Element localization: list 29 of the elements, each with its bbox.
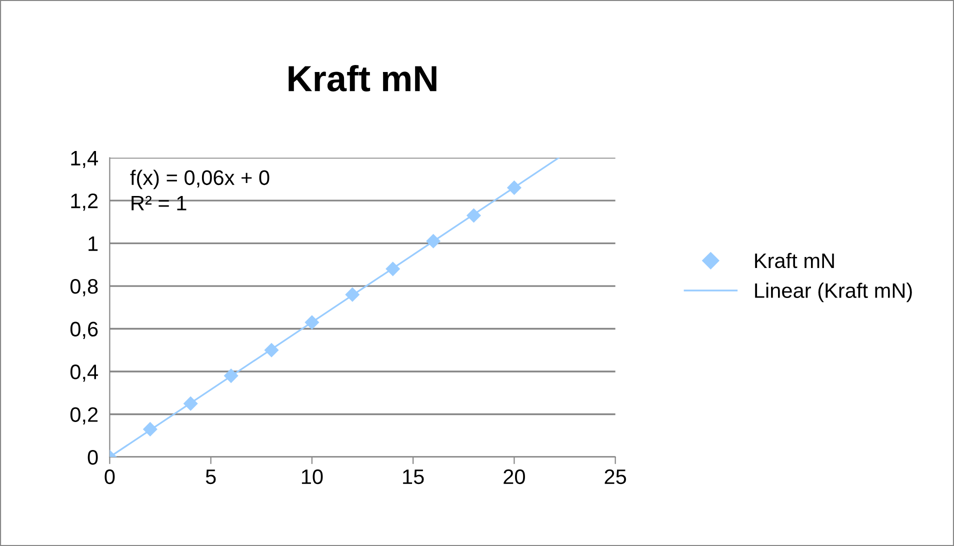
point [426, 234, 441, 248]
x-tick-label: 15 [403, 470, 424, 484]
y-tick-label: 0,4 [70, 364, 98, 382]
point [345, 287, 360, 302]
annotation: R² = 1 [132, 196, 186, 210]
point [183, 396, 198, 411]
y-tick-label: 1,4 [71, 151, 98, 168]
point [264, 342, 279, 358]
annotation: f(x) = 0,06x + 0 [130, 170, 270, 190]
y-tick-label: 0 [88, 450, 98, 465]
y-tick-label: 0,6 [70, 322, 98, 339]
point [466, 208, 482, 223]
point [304, 315, 320, 330]
legend-label: Linear (Kraft mN) [755, 282, 912, 302]
x-tick-label: 0 [104, 469, 115, 484]
x-tick-label: 25 [604, 469, 626, 484]
chart-title: Kraft mN [288, 64, 436, 92]
x-tick-label: 10 [302, 469, 323, 484]
y-tick-label: 1,2 [71, 194, 98, 211]
point [142, 422, 158, 436]
y-tick-label: 1 [88, 236, 98, 251]
point [506, 180, 522, 195]
point [386, 262, 400, 276]
legend-label: Kraft mN [755, 252, 834, 268]
y-tick-label: 0,8 [70, 279, 98, 296]
point [224, 368, 238, 384]
x-tick-label: 5 [206, 470, 216, 484]
y-tick-label: 0,2 [70, 407, 98, 424]
x-tick-label: 20 [504, 469, 525, 484]
